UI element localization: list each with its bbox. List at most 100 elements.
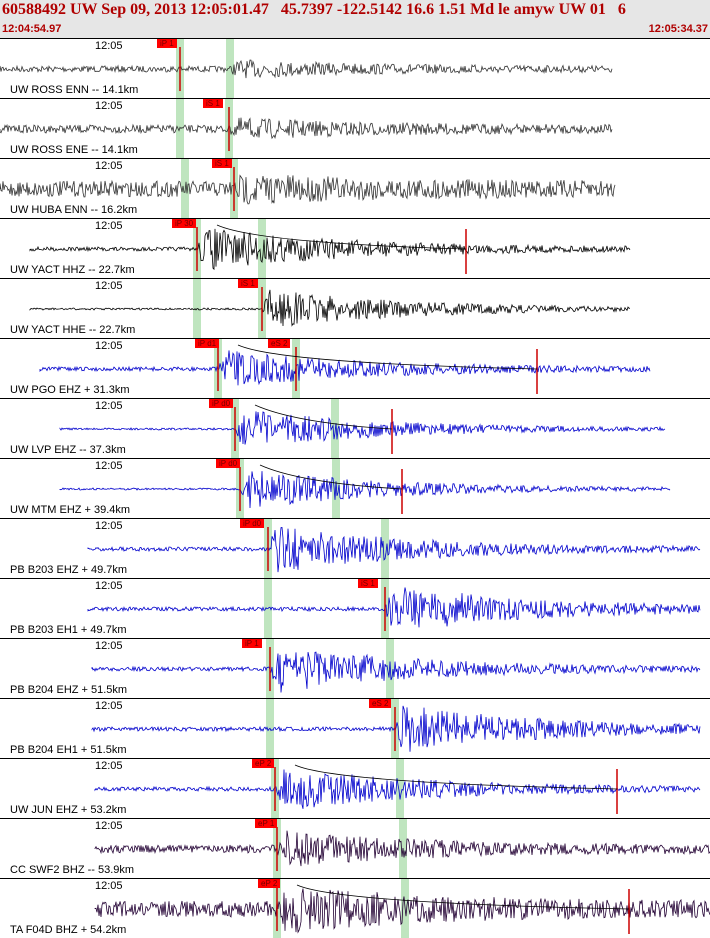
trace-panels[interactable]: 12:05 iP 1 UW ROSS ENN -- 14.1km 12:05 iS 1 U… [0, 38, 710, 938]
event-title: 60588492 UW Sep 09, 2013 12:05:01.47 45.… [2, 1, 626, 18]
time-tick-label: 12:05 [95, 700, 123, 712]
phase-window [396, 759, 404, 818]
waveform-plot [39, 339, 651, 398]
waveform-plot [0, 99, 613, 158]
trace-panel[interactable]: 12:05 eP 2 UW JUN EHZ + 53.2km [0, 758, 710, 818]
trace-panel[interactable]: 12:05 iP 1 PB B204 EHZ + 51.5km [0, 638, 710, 698]
station-label: TA F04D BHZ + 54.2km [10, 924, 127, 936]
time-tick-label: 12:05 [95, 760, 123, 772]
station-label: UW HUBA ENN -- 16.2km [10, 204, 138, 216]
seismogram-trace [0, 59, 613, 79]
trace-panel[interactable]: 12:05 iS 1 UW HUBA ENN -- 16.2km [0, 158, 710, 218]
time-tick-label: 12:05 [95, 520, 123, 532]
waveform-plot [0, 39, 613, 98]
station-label: UW JUN EHZ + 53.2km [10, 804, 127, 816]
waveform-plot [91, 699, 701, 758]
seismogram-trace [94, 830, 710, 867]
waveform-plot [59, 459, 671, 518]
seismogram-trace [94, 769, 701, 809]
station-label: UW YACT HHZ -- 22.7km [10, 264, 135, 276]
waveform-plot [91, 639, 701, 698]
station-label: UW MTM EHZ + 39.4km [10, 504, 131, 516]
seismogram-trace [29, 289, 631, 327]
coda-curve [259, 464, 403, 490]
phase-pick-flag[interactable]: iP 1 [242, 639, 262, 648]
trace-panel[interactable]: 12:05 eS 2 PB B204 EH1 + 51.5km [0, 698, 710, 758]
time-tick-label: 12:05 [95, 820, 123, 832]
trace-panel[interactable]: 12:05 iP d0 PB B203 EHZ + 49.7km [0, 518, 710, 578]
seismogram-trace [94, 888, 710, 934]
phase-pick-flag[interactable]: eS 2 [268, 339, 291, 348]
seismogram-trace [91, 651, 701, 693]
phase-pick-flag[interactable]: eP 2 [252, 759, 275, 768]
time-tick-label: 12:05 [95, 220, 123, 232]
seismogram-trace [0, 174, 616, 205]
trace-panel[interactable]: 12:05 iP d1 eS 2 UW PGO EHZ + 31.3km [0, 338, 710, 398]
phase-pick-flag[interactable]: iS 1 [203, 99, 223, 108]
time-tick-label: 12:05 [95, 160, 123, 172]
trace-panel[interactable]: 12:05 iS 1 UW ROSS ENE -- 14.1km [0, 98, 710, 158]
station-label: PB B204 EH1 + 51.5km [10, 744, 127, 756]
seismogram-trace [29, 228, 631, 271]
station-label: UW LVP EHZ -- 37.3km [10, 444, 126, 456]
time-tick-label: 12:05 [95, 580, 123, 592]
seismogram-trace [0, 117, 613, 140]
waveform-plot [94, 759, 701, 818]
waveform-plot [87, 579, 701, 638]
phase-pick-flag[interactable]: iS 1 [238, 279, 258, 288]
start-time: 12:04:54.97 [2, 23, 62, 35]
waveform-plot [87, 519, 701, 578]
trace-panel[interactable]: 12:05 iP d0 UW LVP EHZ -- 37.3km [0, 398, 710, 458]
phase-window [331, 399, 339, 458]
phase-pick-flag[interactable]: eS 2 [369, 699, 392, 708]
waveform-plot [29, 279, 631, 338]
time-tick-label: 12:05 [95, 460, 123, 472]
station-label: UW ROSS ENE -- 14.1km [10, 144, 138, 156]
waveform-plot [29, 219, 631, 278]
phase-window [258, 219, 266, 278]
phase-pick-flag[interactable]: iP d0 [209, 399, 234, 408]
time-tick-label: 12:05 [95, 880, 123, 892]
trace-panel[interactable]: 12:05 iS 1 UW YACT HHE -- 22.7km [0, 278, 710, 338]
station-label: UW ROSS ENN -- 14.1km [10, 84, 139, 96]
time-tick-label: 12:05 [95, 400, 123, 412]
seismogram-trace [87, 587, 701, 628]
end-time: 12:05:34.37 [648, 23, 708, 35]
coda-curve [254, 404, 393, 430]
trace-panel[interactable]: 12:05 iP 1 UW ROSS ENN -- 14.1km [0, 38, 710, 98]
phase-pick-flag[interactable]: iP d1 [195, 339, 220, 348]
time-tick-label: 12:05 [95, 640, 123, 652]
seismogram-trace [59, 411, 666, 445]
trace-panel[interactable]: 12:05 eP 1 CC SWF2 BHZ -- 53.9km [0, 818, 710, 878]
waveform-plot [94, 879, 710, 938]
phase-pick-flag[interactable]: iP 1 [157, 39, 177, 48]
trace-panel[interactable]: 12:05 iP 30 UW YACT HHZ -- 22.7km [0, 218, 710, 278]
coda-curve [216, 224, 467, 250]
seismogram-trace [39, 350, 651, 386]
time-tick-label: 12:05 [95, 100, 123, 112]
event-header: 60588492 UW Sep 09, 2013 12:05:01.47 45.… [0, 0, 710, 38]
waveform-plot [59, 399, 666, 458]
station-label: UW YACT HHE -- 22.7km [10, 324, 136, 336]
coda-curve [296, 884, 630, 910]
phase-pick-flag[interactable]: iS 1 [358, 579, 378, 588]
phase-pick-flag[interactable]: eP 1 [255, 819, 278, 828]
phase-pick-flag[interactable]: iS 1 [212, 159, 232, 168]
phase-window [226, 39, 234, 98]
phase-pick-flag[interactable]: iP d0 [216, 459, 241, 468]
time-tick-label: 12:05 [95, 340, 123, 352]
station-label: PB B203 EH1 + 49.7km [10, 624, 127, 636]
phase-pick-flag[interactable]: iP 30 [172, 219, 197, 228]
trace-panel[interactable]: 12:05 iP d0 UW MTM EHZ + 39.4km [0, 458, 710, 518]
station-label: PB B203 EHZ + 49.7km [10, 564, 128, 576]
coda-curve [294, 764, 618, 790]
trace-panel[interactable]: 12:05 eP 2 TA F04D BHZ + 54.2km [0, 878, 710, 938]
seismogram-trace [87, 527, 701, 573]
waveform-plot [94, 819, 710, 878]
phase-window [381, 519, 389, 578]
waveform-plot [0, 159, 616, 218]
time-tick-label: 12:05 [95, 40, 123, 52]
phase-pick-flag[interactable]: iP d0 [240, 519, 265, 528]
phase-pick-flag[interactable]: eP 2 [258, 879, 281, 888]
trace-panel[interactable]: 12:05 iS 1 PB B203 EH1 + 49.7km [0, 578, 710, 638]
